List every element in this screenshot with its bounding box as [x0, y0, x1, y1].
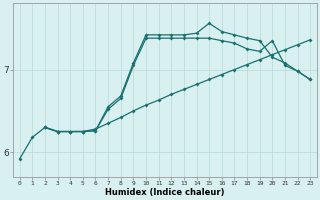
- X-axis label: Humidex (Indice chaleur): Humidex (Indice chaleur): [105, 188, 225, 197]
